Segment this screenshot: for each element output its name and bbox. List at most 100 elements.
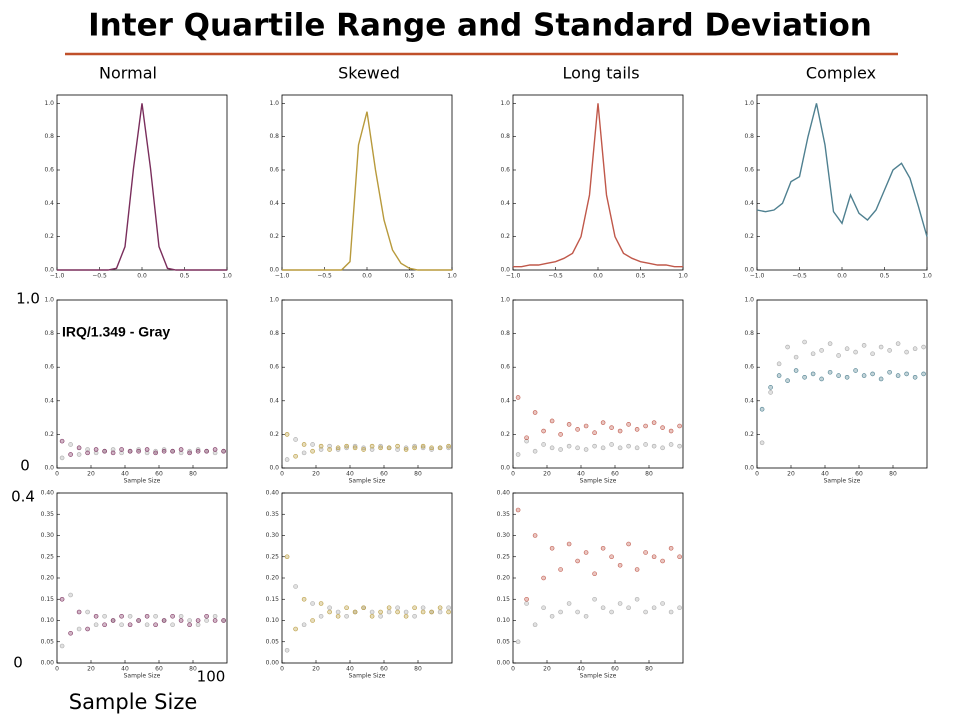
scatter-point xyxy=(59,643,65,649)
scatter-point xyxy=(420,605,426,611)
scatter-point xyxy=(524,601,529,606)
y-tick-label: 0.8 xyxy=(269,133,279,140)
y-tick-label: 0.2 xyxy=(44,233,54,240)
y-tick-label: 0.25 xyxy=(266,553,280,560)
x-tick-label: 1.0 xyxy=(922,273,932,280)
scatter-point xyxy=(119,450,124,456)
scatter-point xyxy=(887,369,892,375)
scatter-point xyxy=(395,609,400,615)
y-tick-label: 0.00 xyxy=(497,660,511,667)
scatter-point xyxy=(318,613,324,619)
scatter-point xyxy=(403,445,409,451)
x-tick-label: 1.0 xyxy=(447,273,457,280)
x-tick-label: 40 xyxy=(121,471,129,478)
y-tick-label: 0.6 xyxy=(269,167,279,174)
plot-frame xyxy=(281,492,453,664)
x-tick-label: 20 xyxy=(87,471,95,478)
scatter-point xyxy=(361,605,366,611)
y-tick-label: 0.4 xyxy=(744,200,754,207)
scatter-point xyxy=(144,450,150,456)
scatter-point xyxy=(437,605,443,611)
scatter-point xyxy=(352,609,358,615)
scatter-point xyxy=(677,554,682,560)
scatter-point xyxy=(378,443,383,449)
scatter-point xyxy=(600,545,606,551)
scatter-point xyxy=(575,427,580,432)
scatter-point xyxy=(429,609,434,615)
scatter-point xyxy=(853,349,858,355)
scatter-point xyxy=(549,613,555,619)
scatter-point xyxy=(895,341,901,346)
y-tick-label: 1.0 xyxy=(500,297,510,304)
x-tick-label: 0.0 xyxy=(837,273,847,280)
scatter-point xyxy=(515,395,521,400)
y-tick-label: 0.30 xyxy=(41,532,55,539)
x-tick-label: 0 xyxy=(55,666,59,673)
scatter-point xyxy=(195,447,201,452)
scatter-point xyxy=(335,447,341,452)
y-tick-label: 0.6 xyxy=(500,364,510,371)
scatter-point xyxy=(558,447,563,452)
scatter-point xyxy=(221,448,226,454)
scatter-point xyxy=(785,344,790,350)
scatter-point xyxy=(785,378,790,383)
scatter-point xyxy=(127,622,133,628)
scatter-point xyxy=(668,545,674,551)
scatter-point xyxy=(344,445,349,451)
x-axis-label: Sample Size xyxy=(349,673,386,680)
y-tick-label: 0.4 xyxy=(500,200,510,207)
y-tick-label: 0.0 xyxy=(744,267,754,274)
scatter-point xyxy=(626,605,631,611)
scatter-point xyxy=(68,592,73,598)
y-tick-label: 0.4 xyxy=(269,200,279,207)
y-tick-label: 1.0 xyxy=(269,100,279,107)
scatter-point xyxy=(836,373,841,378)
x-tick-label: 60 xyxy=(155,666,163,673)
x-tick-label: 0.0 xyxy=(137,273,147,280)
x-tick-label: 20 xyxy=(787,471,795,478)
scatter-point xyxy=(352,443,358,449)
y-tick-label: 0.6 xyxy=(744,364,754,371)
y-tick-label: 0.2 xyxy=(269,431,279,438)
y-tick-label: 0.2 xyxy=(744,431,754,438)
scatter-point xyxy=(819,348,824,353)
scatter-point xyxy=(515,507,521,513)
axis-note: 0.4 xyxy=(11,488,35,506)
scatter-point xyxy=(592,571,597,577)
scatter-point xyxy=(592,443,597,449)
scatter-point xyxy=(110,450,116,456)
scatter-point xyxy=(344,605,349,611)
axis-note: 1.0 xyxy=(16,290,40,308)
y-tick-label: 1.0 xyxy=(744,297,754,304)
scatter-point xyxy=(369,613,375,619)
scatter-point xyxy=(153,622,158,628)
x-tick-label: 80 xyxy=(889,471,897,478)
scatter-point xyxy=(284,432,290,437)
column-label: Skewed xyxy=(338,64,400,83)
scatter-point xyxy=(558,432,563,437)
scatter-point xyxy=(793,354,799,360)
x-tick-label: 0 xyxy=(55,471,59,478)
x-tick-label: 40 xyxy=(346,471,354,478)
scatter-point xyxy=(575,445,580,451)
scatter-point xyxy=(912,346,918,352)
scatter-point xyxy=(335,609,341,615)
y-tick-label: 0.0 xyxy=(269,465,279,472)
scatter-point xyxy=(327,443,332,449)
x-axis-label: Sample Size xyxy=(124,673,161,680)
plot-frame xyxy=(281,299,453,469)
x-tick-label: 1.0 xyxy=(678,273,688,280)
scatter-point xyxy=(617,428,623,434)
scatter-point xyxy=(369,447,375,452)
scatter-point xyxy=(609,554,614,560)
scatter-point xyxy=(626,422,631,427)
scatter-point xyxy=(170,613,175,619)
scatter-point xyxy=(592,596,597,602)
scatter-point xyxy=(76,609,82,615)
scatter-point xyxy=(827,369,833,375)
scatter-point xyxy=(660,601,665,606)
y-tick-label: 0.40 xyxy=(497,490,511,497)
y-tick-label: 0.05 xyxy=(497,638,511,645)
scatter-point xyxy=(187,448,192,454)
scatter-point xyxy=(566,443,572,449)
